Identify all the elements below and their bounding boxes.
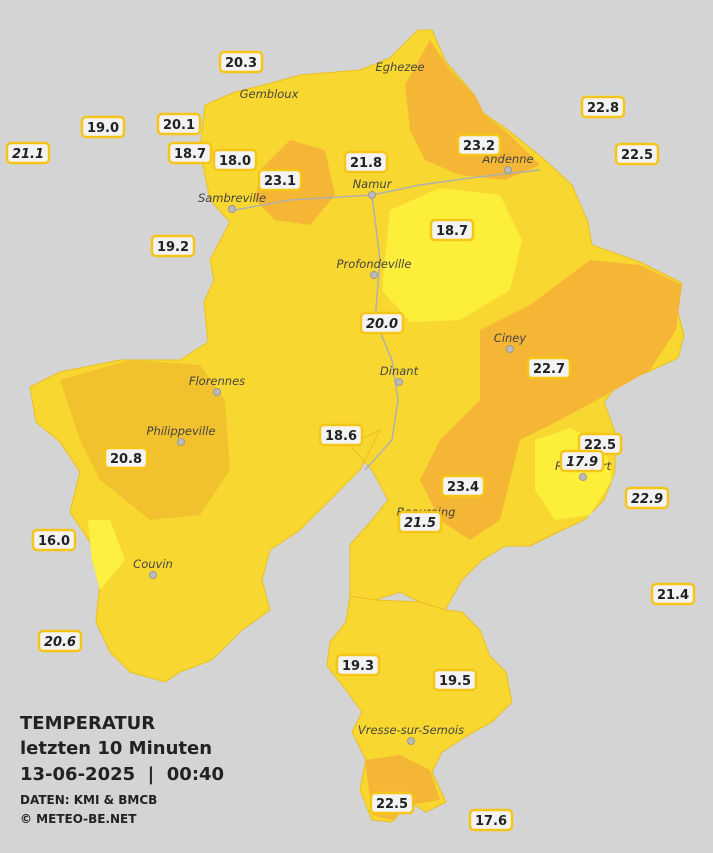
city-dot (213, 388, 221, 396)
city-label: Gembloux (240, 87, 299, 101)
station-value: 19.0 (87, 121, 119, 136)
river (234, 169, 541, 471)
city-dot (228, 205, 236, 213)
legend-period: letzten 10 Minuten (20, 738, 212, 759)
station-box (218, 50, 264, 74)
station-box (343, 150, 389, 174)
station-value: 22.5 (584, 438, 616, 453)
city-label: Florennes (189, 374, 245, 388)
city-label: Couvin (133, 557, 173, 571)
station-value: 23.4 (447, 480, 479, 495)
station-value: 16.0 (38, 534, 70, 549)
legend-datetime: 13-06-2025 | 00:40 (20, 764, 224, 785)
station-box (31, 528, 77, 552)
station-value: 21.5 (404, 516, 436, 531)
station-value: 18.7 (436, 224, 468, 239)
station-box (440, 474, 486, 498)
station-box (212, 148, 258, 172)
station-box (614, 142, 660, 166)
station-box (335, 653, 381, 677)
station-value: 21.1 (12, 147, 44, 162)
station-value: 20.8 (110, 452, 142, 467)
station-box (369, 791, 415, 815)
station-box (318, 423, 364, 447)
station-value: 19.5 (439, 674, 471, 689)
station-value: 22.7 (533, 362, 565, 377)
city-label: Profondeville (337, 257, 412, 271)
station-box (257, 168, 303, 192)
city-dot (579, 473, 587, 481)
station-box (650, 582, 696, 606)
station-value: 22.8 (587, 101, 619, 116)
station-box (456, 133, 502, 157)
station-value: 19.3 (342, 659, 374, 674)
station-box (559, 449, 605, 473)
station-value: 18.0 (219, 154, 251, 169)
station-value: 18.6 (325, 429, 357, 444)
station-box (103, 446, 149, 470)
station-value: 23.2 (463, 139, 495, 154)
station-value: 22.5 (621, 148, 653, 163)
station-value: 20.1 (163, 118, 195, 133)
station-box (359, 311, 405, 335)
station-box (37, 629, 83, 653)
station-box (167, 141, 213, 165)
station-value: 20.3 (225, 56, 257, 71)
city-label: Dinant (380, 364, 419, 378)
station-box (580, 95, 626, 119)
station-value: 18.7 (174, 147, 206, 162)
station-box (5, 141, 51, 165)
city-label: Vresse-sur-Semois (358, 723, 464, 737)
cool-zone (382, 188, 522, 322)
station-value: 23.1 (264, 174, 296, 189)
warm-zone (405, 40, 540, 180)
station-value: 20.0 (366, 317, 398, 332)
station-value: 20.6 (44, 635, 76, 650)
city-dot (177, 438, 185, 446)
legend-copyright: © METEO-BE.NET (20, 812, 137, 826)
city-dot (395, 378, 403, 386)
station-value: 21.8 (350, 156, 382, 171)
station-box (429, 218, 475, 242)
city-dot (149, 571, 157, 579)
city-label: Ciney (494, 331, 527, 345)
station-box (468, 808, 514, 832)
city-label: Eghezee (375, 60, 424, 74)
station-box (156, 112, 202, 136)
city-dot (407, 737, 415, 745)
station-box (624, 486, 670, 510)
station-value: 17.6 (475, 814, 507, 829)
warm-zone (420, 260, 682, 540)
city-dot (506, 345, 514, 353)
warm-zone (60, 360, 230, 520)
station-value: 21.4 (657, 588, 689, 603)
legend-title: TEMPERATUR (20, 713, 155, 734)
city-label: Philippeville (147, 424, 216, 438)
legend-source: DATEN: KMI & BMCB (20, 793, 157, 807)
station-box (526, 356, 572, 380)
station-value: 19.2 (157, 240, 189, 255)
station-box (150, 234, 196, 258)
station-box (397, 510, 443, 534)
station-box (432, 668, 478, 692)
city-dot (504, 166, 512, 174)
city-dot (368, 191, 376, 199)
station-box (80, 115, 126, 139)
city-label: Namur (353, 177, 393, 191)
station-value: 22.9 (631, 492, 663, 507)
cool-zone (88, 520, 125, 590)
city-dot (370, 271, 378, 279)
city-label: Sambreville (198, 191, 266, 205)
station-value: 17.9 (566, 455, 598, 470)
station-value: 22.5 (376, 797, 408, 812)
